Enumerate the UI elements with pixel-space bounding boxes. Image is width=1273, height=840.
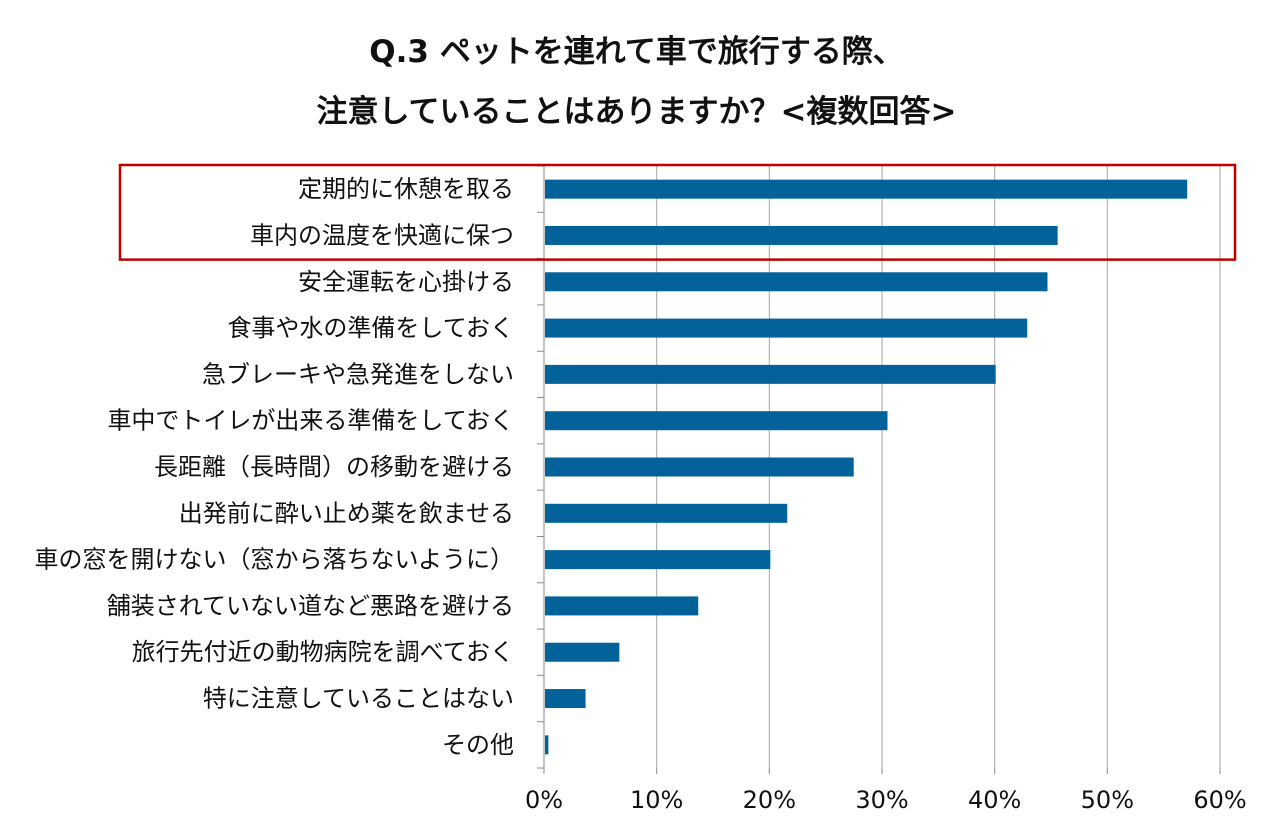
bar — [545, 225, 1058, 245]
x-tick-label: 10% — [630, 786, 683, 814]
category-label: 車中でトイレが出来る準備をしておく — [107, 407, 514, 435]
category-label: その他 — [442, 731, 514, 759]
bar — [545, 411, 888, 431]
category-label: 食事や水の準備をしておく — [227, 314, 514, 342]
chart-title-line-2: 注意していることはありますか？<複数回答> — [316, 94, 957, 130]
bar — [545, 689, 586, 709]
bar — [545, 179, 1188, 199]
bar — [545, 457, 854, 477]
bar — [545, 503, 788, 523]
category-label: 車内の温度を快適に保つ — [250, 221, 514, 249]
x-tick-label: 30% — [855, 786, 908, 814]
bar — [545, 272, 1048, 292]
chart-title: Q.3 ペットを連れて車で旅行する際、 注意していることはありますか？<複数回答… — [0, 22, 1273, 142]
bar — [545, 364, 996, 384]
category-label: 急ブレーキや急発進をしない — [202, 360, 514, 388]
category-label: 特に注意していることはない — [203, 685, 514, 713]
chart-title-line-1: Q.3 ペットを連れて車で旅行する際、 — [369, 34, 904, 70]
category-label: 出発前に酔い止め薬を飲ませる — [179, 499, 514, 527]
x-tick-label: 20% — [743, 786, 796, 814]
category-label: 車の窓を開けない（窓から落ちないように） — [34, 546, 514, 574]
bar — [545, 735, 549, 755]
bar — [545, 318, 1028, 338]
highlight-box — [118, 163, 1237, 261]
category-label: 長距離（長時間）の移動を避ける — [154, 453, 514, 481]
x-tick-label: 40% — [968, 786, 1021, 814]
category-label: 定期的に休憩を取る — [298, 175, 514, 203]
x-tick-label: 50% — [1081, 786, 1134, 814]
x-tick-label: 0% — [525, 786, 563, 814]
bar — [545, 642, 620, 662]
x-tick-label: 60% — [1193, 786, 1246, 814]
category-label: 旅行先付近の動物病院を調べておく — [132, 638, 514, 666]
category-label: 舗装されていない道など悪路を避ける — [107, 592, 514, 620]
bar — [545, 596, 699, 616]
category-label: 安全運転を心掛ける — [298, 268, 514, 296]
bar — [545, 550, 771, 570]
